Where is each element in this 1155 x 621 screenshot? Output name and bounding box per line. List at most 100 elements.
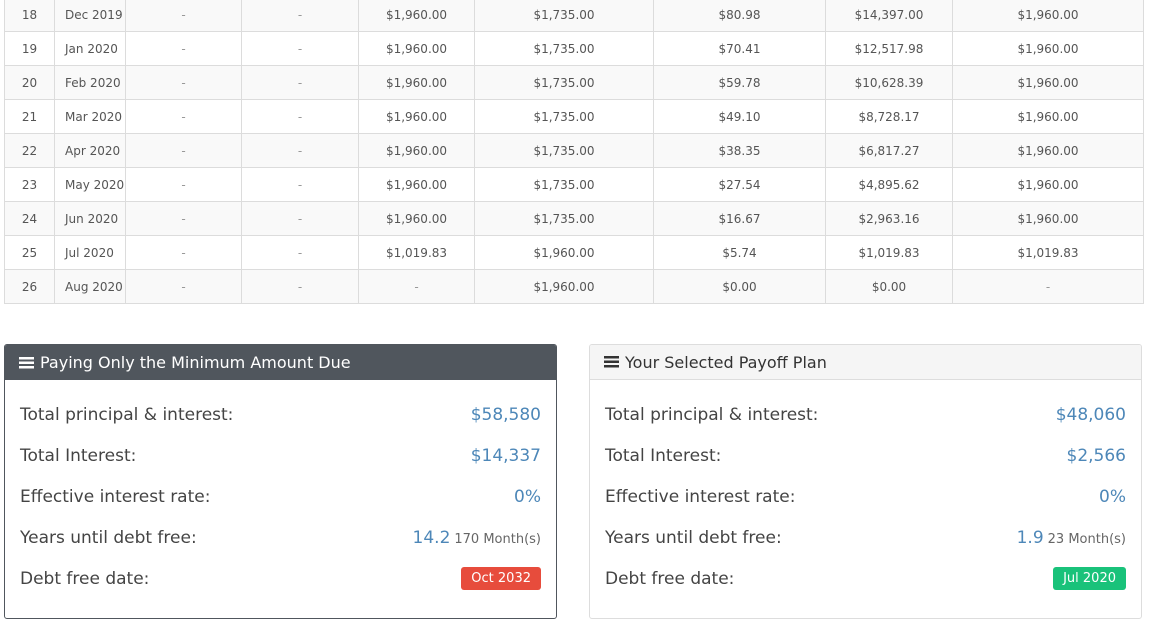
payoff-schedule-table: 18 Dec 2019- - $1,960.00 $1,735.00 $80.98 $14,… (4, 0, 1144, 304)
cell-col-6: $1,735.00 (474, 0, 654, 32)
cell-month-date: Feb 2020 (54, 65, 126, 100)
cell-col-4: - (241, 31, 359, 66)
cell-col-3: - (125, 201, 242, 236)
list-icon (19, 356, 35, 370)
table-row: 24 Jun 2020- - $1,960.00 $1,735.00 $16.67 $2,9… (4, 201, 1144, 236)
minimum-payment-panel: Paying Only the Minimum Amount Due Total… (4, 344, 557, 619)
effective-rate-row: Effective interest rate: 0% (20, 476, 541, 517)
cell-month-number: 26 (4, 269, 55, 304)
debt-free-date-label: Debt free date: (20, 568, 150, 589)
table-row: 22 Apr 2020- - $1,960.00 $1,735.00 $38.35 $6,8… (4, 133, 1144, 168)
cell-payment: $1,960.00 (952, 201, 1144, 236)
years-debt-free-row: Years until debt free: 14.2 170 Month(s) (20, 517, 541, 558)
cell-col-6: $1,735.00 (474, 201, 654, 236)
minimum-panel-header: Paying Only the Minimum Amount Due (5, 345, 556, 380)
cell-payment: $1,019.83 (952, 235, 1144, 270)
debt-free-date-row: Debt free date: Jul 2020 (605, 558, 1126, 599)
cell-col-3: - (125, 235, 242, 270)
total-principal-interest-row: Total principal & interest: $58,580 (20, 394, 541, 435)
cell-payment: $1,960.00 (952, 99, 1144, 134)
cell-month-date: Jun 2020 (54, 201, 126, 236)
effective-rate-row: Effective interest rate: 0% (605, 476, 1126, 517)
cell-month-date: May 2020 (54, 167, 126, 202)
selected-payoff-panel: Your Selected Payoff Plan Total principa… (589, 344, 1142, 619)
cell-interest: $27.54 (653, 167, 826, 202)
total-principal-interest-value: $58,580 (470, 404, 541, 425)
debt-free-date-row: Debt free date: Oct 2032 (20, 558, 541, 599)
cell-balance: $14,397.00 (825, 0, 953, 32)
cell-payment: $1,960.00 (952, 167, 1144, 202)
months-value: 23 Month(s) (1047, 531, 1126, 547)
cell-payment: $1,960.00 (952, 65, 1144, 100)
cell-payment: - (952, 269, 1144, 304)
years-debt-free-label: Years until debt free: (20, 527, 197, 548)
table-row: 23 May 2020- - $1,960.00 $1,735.00 $27.54 $4,8… (4, 167, 1144, 202)
selected-panel-title: Your Selected Payoff Plan (625, 352, 827, 372)
cell-payment: $1,960.00 (952, 31, 1144, 66)
table-row: 26 Aug 2020- - - $1,960.00 $0.00 $0.00- (4, 269, 1144, 304)
cell-col-3: - (125, 31, 242, 66)
cell-balance: $4,895.62 (825, 167, 953, 202)
cell-col-3: - (125, 167, 242, 202)
cell-col-6: $1,735.00 (474, 31, 654, 66)
debt-free-date-badge: Jul 2020 (1053, 567, 1126, 590)
cell-col-3: - (125, 65, 242, 100)
cell-col-5: $1,960.00 (358, 31, 475, 66)
cell-month-number: 25 (4, 235, 55, 270)
effective-rate-label: Effective interest rate: (605, 486, 796, 507)
cell-col-4: - (241, 269, 359, 304)
total-interest-value: $2,566 (1066, 445, 1126, 466)
cell-col-4: - (241, 99, 359, 134)
years-value: 1.9 (1016, 527, 1044, 548)
debt-free-date-badge: Oct 2032 (461, 567, 541, 590)
months-value: 170 Month(s) (454, 531, 541, 547)
table-row: 20 Feb 2020- - $1,960.00 $1,735.00 $59.78 $10,… (4, 65, 1144, 100)
cell-col-4: - (241, 0, 359, 32)
cell-col-3: - (125, 99, 242, 134)
cell-payment: $1,960.00 (952, 133, 1144, 168)
total-interest-value: $14,337 (470, 445, 541, 466)
cell-interest: $80.98 (653, 0, 826, 32)
selected-panel-header: Your Selected Payoff Plan (590, 345, 1141, 380)
cell-month-number: 20 (4, 65, 55, 100)
total-interest-row: Total Interest: $14,337 (20, 435, 541, 476)
cell-month-date: Dec 2019 (54, 0, 126, 32)
cell-month-number: 21 (4, 99, 55, 134)
total-principal-interest-label: Total principal & interest: (20, 404, 234, 425)
cell-col-6: $1,960.00 (474, 235, 654, 270)
table-row: 19 Jan 2020- - $1,960.00 $1,735.00 $70.41 $12,… (4, 31, 1144, 66)
cell-col-6: $1,960.00 (474, 269, 654, 304)
cell-balance: $1,019.83 (825, 235, 953, 270)
cell-interest: $5.74 (653, 235, 826, 270)
cell-col-5: $1,960.00 (358, 65, 475, 100)
total-interest-label: Total Interest: (605, 445, 722, 466)
cell-col-4: - (241, 201, 359, 236)
cell-month-date: Jul 2020 (54, 235, 126, 270)
cell-payment: $1,960.00 (952, 0, 1144, 32)
years-debt-free-value: 14.2 170 Month(s) (413, 528, 541, 548)
cell-month-number: 22 (4, 133, 55, 168)
table-row: 25 Jul 2020- - $1,019.83 $1,960.00 $5.74 $1,01… (4, 235, 1144, 270)
debt-free-date-label: Debt free date: (605, 568, 735, 589)
cell-col-5: $1,960.00 (358, 167, 475, 202)
cell-col-4: - (241, 65, 359, 100)
cell-interest: $70.41 (653, 31, 826, 66)
cell-col-5: $1,960.00 (358, 133, 475, 168)
total-principal-interest-row: Total principal & interest: $48,060 (605, 394, 1126, 435)
cell-col-5: $1,019.83 (358, 235, 475, 270)
cell-balance: $10,628.39 (825, 65, 953, 100)
cell-col-6: $1,735.00 (474, 99, 654, 134)
cell-balance: $12,517.98 (825, 31, 953, 66)
cell-col-4: - (241, 133, 359, 168)
cell-interest: $59.78 (653, 65, 826, 100)
total-interest-row: Total Interest: $2,566 (605, 435, 1126, 476)
cell-col-3: - (125, 133, 242, 168)
effective-rate-label: Effective interest rate: (20, 486, 211, 507)
total-principal-interest-value: $48,060 (1055, 404, 1126, 425)
effective-rate-value: 0% (1099, 486, 1126, 507)
years-debt-free-label: Years until debt free: (605, 527, 782, 548)
minimum-panel-title: Paying Only the Minimum Amount Due (40, 353, 351, 372)
cell-col-5: - (358, 269, 475, 304)
cell-month-date: Jan 2020 (54, 31, 126, 66)
list-icon (604, 355, 620, 369)
